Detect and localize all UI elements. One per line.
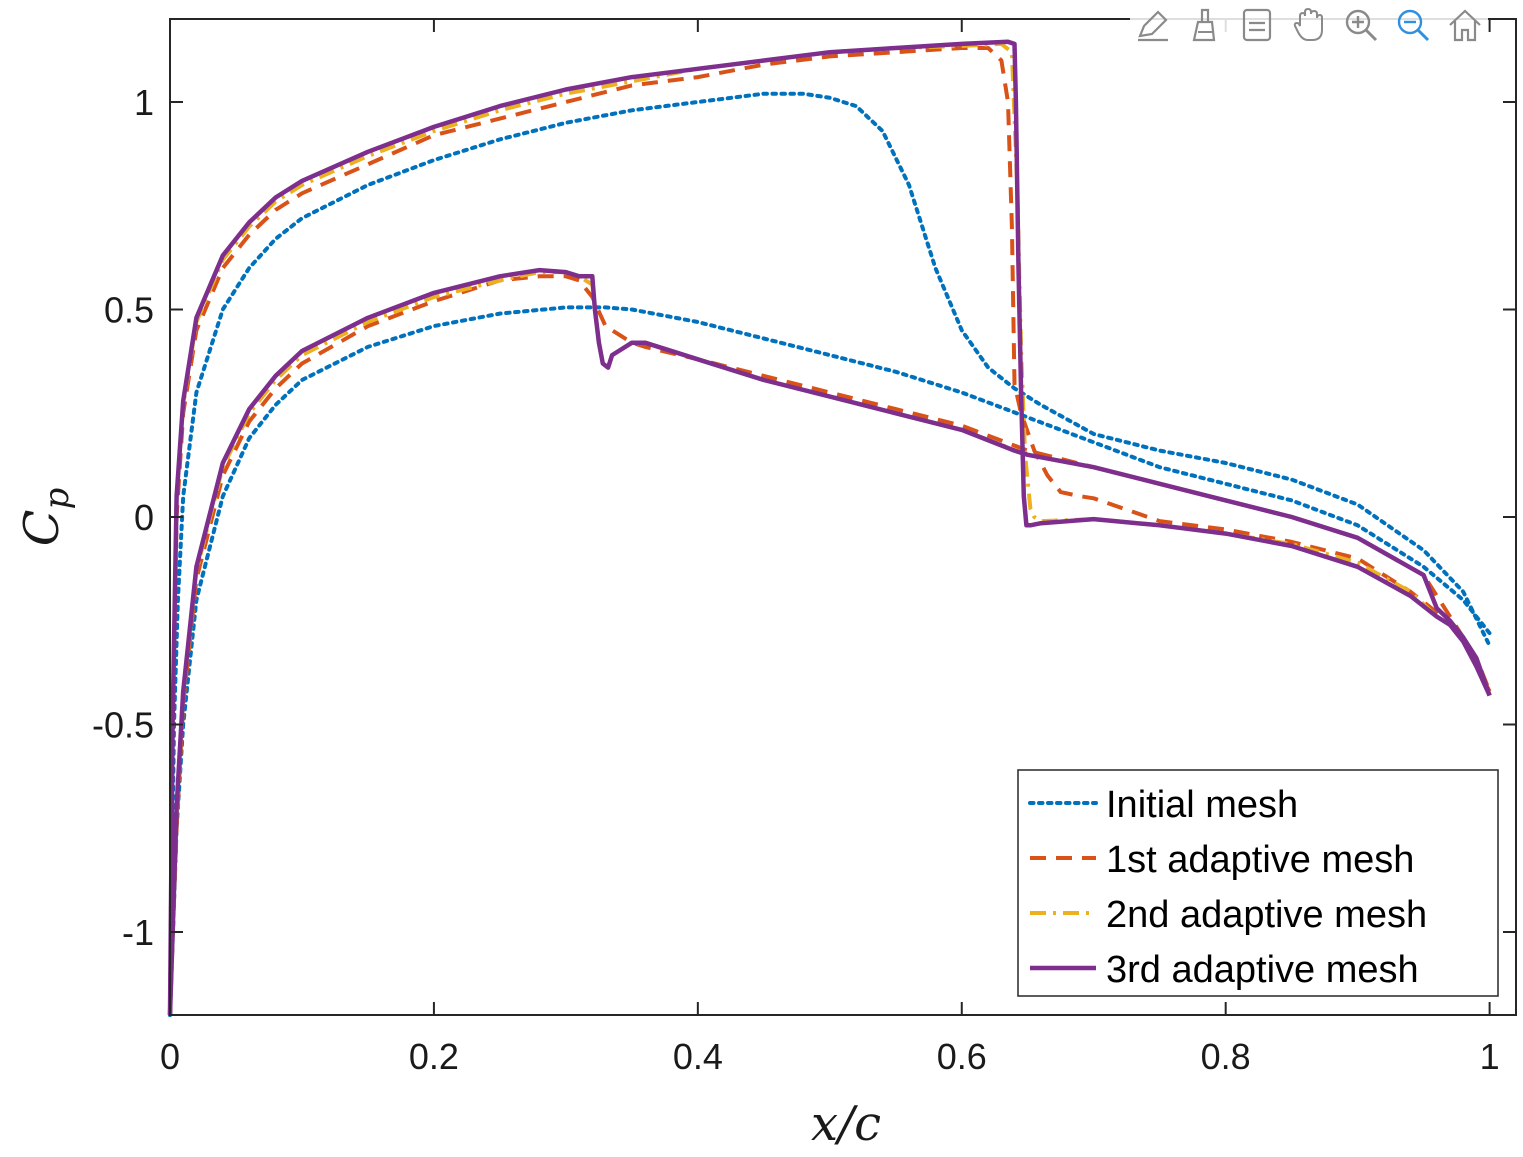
data-tips-icon [1242,8,1272,42]
x-tick-label: 0.6 [937,1036,987,1077]
x-tick-label: 0.2 [409,1036,459,1077]
y-tick-label: 0 [134,497,154,538]
y-tick-label: -1 [122,912,154,953]
y-axis-title: Cp [14,488,77,547]
brush-button[interactable] [1182,2,1228,48]
legend-label-1: Initial mesh [1106,784,1298,826]
pan-button[interactable] [1286,2,1332,48]
y-tick-label: -0.5 [92,705,154,746]
brush-icon [1192,8,1216,42]
series-line-1-upper [168,91,1492,1017]
x-tick-label: 0 [160,1036,180,1077]
home-icon [1449,9,1481,42]
series-line-3-upper [168,41,1492,1016]
zoom-in-icon [1345,9,1378,42]
y-tick-label: 1 [134,82,154,123]
x-tick-label: 0.4 [673,1036,723,1077]
pan-icon [1293,7,1323,41]
legend: Initial mesh 1st adaptive mesh 2nd adaptiv… [1017,769,1499,997]
data-tips-button[interactable] [1234,2,1280,48]
ticks-layer: 0 0.2 0.4 0.6 0.8 1 -1 -0.5 0 0.5 1 [92,19,1516,1077]
series-layer [167,39,1492,1017]
zoom-in-button[interactable] [1338,2,1384,48]
x-axis-title: x/c [811,1096,881,1152]
legend-label-2: 1st adaptive mesh [1106,839,1414,881]
series-line-2-upper [168,46,1492,1016]
y-axis-title-main: C [14,510,70,547]
series-line-4-lower [167,267,1492,1016]
edit-plot-icon [1138,10,1168,42]
x-tick-label: 1 [1480,1036,1500,1077]
x-tick-label: 0.8 [1201,1036,1251,1077]
zoom-out-icon [1397,9,1430,42]
y-axis-title-sub: p [37,488,77,510]
axes-toolbar [1130,2,1488,50]
zoom-out-button[interactable] [1390,2,1436,48]
legend-label-4: 3rd adaptive mesh [1106,949,1419,991]
restore-view-button[interactable] [1442,2,1488,48]
legend-label-3: 2nd adaptive mesh [1106,894,1427,936]
edit-plot-button[interactable] [1130,2,1176,48]
y-tick-label: 0.5 [104,290,154,331]
series-line-4-upper [167,39,1492,1016]
legend-box [1017,769,1499,997]
